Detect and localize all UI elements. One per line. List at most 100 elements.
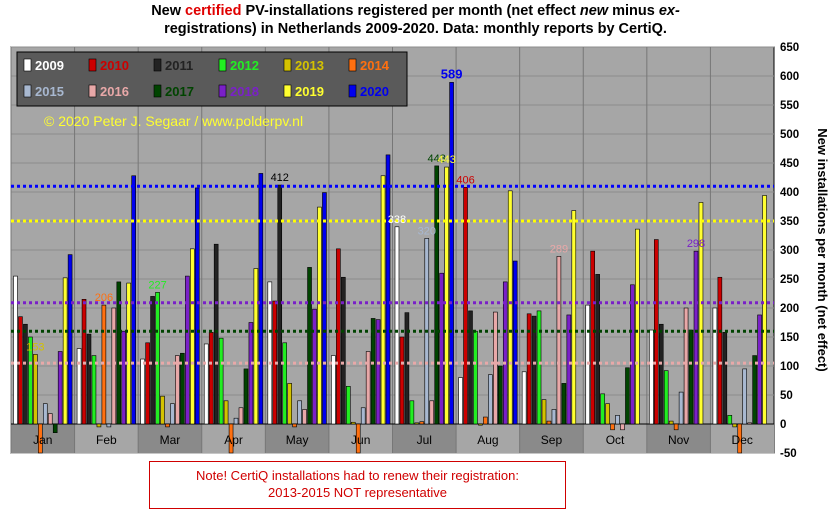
bar <box>434 165 439 425</box>
data-label: 206 <box>95 292 113 304</box>
bar <box>394 226 400 425</box>
copyright-text: © 2020 Peter J. Segaar / www.polderpv.nl <box>44 113 303 129</box>
bar <box>458 377 463 425</box>
bar <box>287 383 292 425</box>
bar <box>620 423 625 431</box>
bar <box>468 310 473 425</box>
bar <box>267 281 273 425</box>
bar <box>449 82 454 425</box>
bar <box>717 276 723 425</box>
data-label: 320 <box>418 225 436 237</box>
bar <box>155 292 160 425</box>
legend-swatch <box>283 84 292 98</box>
bar <box>635 228 640 425</box>
bar <box>698 202 704 425</box>
bar <box>556 256 562 425</box>
legend-label: 2018 <box>230 84 259 99</box>
bar <box>42 403 48 425</box>
x-tick-label: May <box>286 433 309 447</box>
bar <box>752 355 757 425</box>
note-box: Note! CertiQ installations had to renew … <box>149 461 566 509</box>
bar <box>737 423 743 454</box>
bar <box>409 400 415 425</box>
legend-swatch <box>218 84 227 98</box>
bar <box>419 421 425 425</box>
bar <box>531 315 537 425</box>
legend-swatch <box>348 58 357 72</box>
month-band <box>646 424 711 453</box>
legend-label: 2014 <box>360 58 390 73</box>
y-tick-label: 550 <box>780 100 799 112</box>
data-label: 443 <box>437 154 455 166</box>
bar <box>317 206 322 425</box>
bar <box>150 296 155 425</box>
bar <box>322 192 327 425</box>
bar <box>658 323 664 425</box>
data-label: 153 <box>26 341 44 353</box>
bar <box>370 318 376 425</box>
bar <box>341 276 346 425</box>
bar <box>145 342 150 425</box>
title-line-2: registrations) in Netherlands 2009-2020.… <box>164 21 667 37</box>
bar <box>194 187 200 425</box>
bar <box>346 385 351 425</box>
bar <box>688 329 694 425</box>
bar <box>238 407 244 425</box>
bar <box>551 409 557 425</box>
bar <box>248 322 254 425</box>
legend-label: 2009 <box>35 58 64 73</box>
y-tick-label: 400 <box>780 187 799 199</box>
data-label: 406 <box>456 174 474 186</box>
bar <box>625 367 630 425</box>
bar <box>404 312 410 425</box>
legend-swatch <box>88 84 97 98</box>
bar <box>360 407 366 425</box>
bar <box>502 281 508 425</box>
bar <box>742 368 747 425</box>
bar <box>160 395 165 425</box>
bar <box>140 358 145 425</box>
month-band <box>11 424 75 453</box>
month-band <box>138 424 202 453</box>
bar <box>307 267 312 425</box>
bar <box>605 403 610 425</box>
y-tick-label: 350 <box>780 216 799 228</box>
legend-swatch <box>218 58 227 72</box>
bar <box>243 368 249 425</box>
bar <box>483 416 488 425</box>
bar <box>38 423 43 454</box>
legend-swatch <box>153 84 162 98</box>
month-band <box>456 424 520 453</box>
bar <box>693 250 699 425</box>
bar <box>649 329 654 425</box>
bar <box>28 336 33 425</box>
legend-swatch <box>23 58 32 72</box>
bar <box>233 417 239 425</box>
legend-swatch <box>23 84 32 98</box>
bar <box>512 260 518 425</box>
y-tick-label: 450 <box>780 158 799 170</box>
bar <box>365 351 371 425</box>
bar <box>312 308 317 425</box>
bar <box>444 166 449 425</box>
month-band <box>74 424 139 453</box>
data-label: 412 <box>271 172 289 184</box>
bar <box>277 184 283 425</box>
bar <box>546 420 552 425</box>
month-band <box>710 424 774 453</box>
legend-label: 2013 <box>295 58 324 73</box>
bar <box>23 323 28 425</box>
bar <box>493 311 498 425</box>
bar <box>590 250 595 425</box>
legend-label: 2017 <box>165 84 194 99</box>
legend-label: 2016 <box>100 84 129 99</box>
bar <box>292 423 297 428</box>
bar <box>331 355 336 425</box>
x-tick-label: Jul <box>417 433 432 447</box>
bar <box>33 354 38 425</box>
bar <box>106 423 112 428</box>
bar <box>18 316 23 425</box>
y-tick-label: 150 <box>780 332 799 344</box>
bar <box>121 330 127 425</box>
bar <box>727 414 733 425</box>
